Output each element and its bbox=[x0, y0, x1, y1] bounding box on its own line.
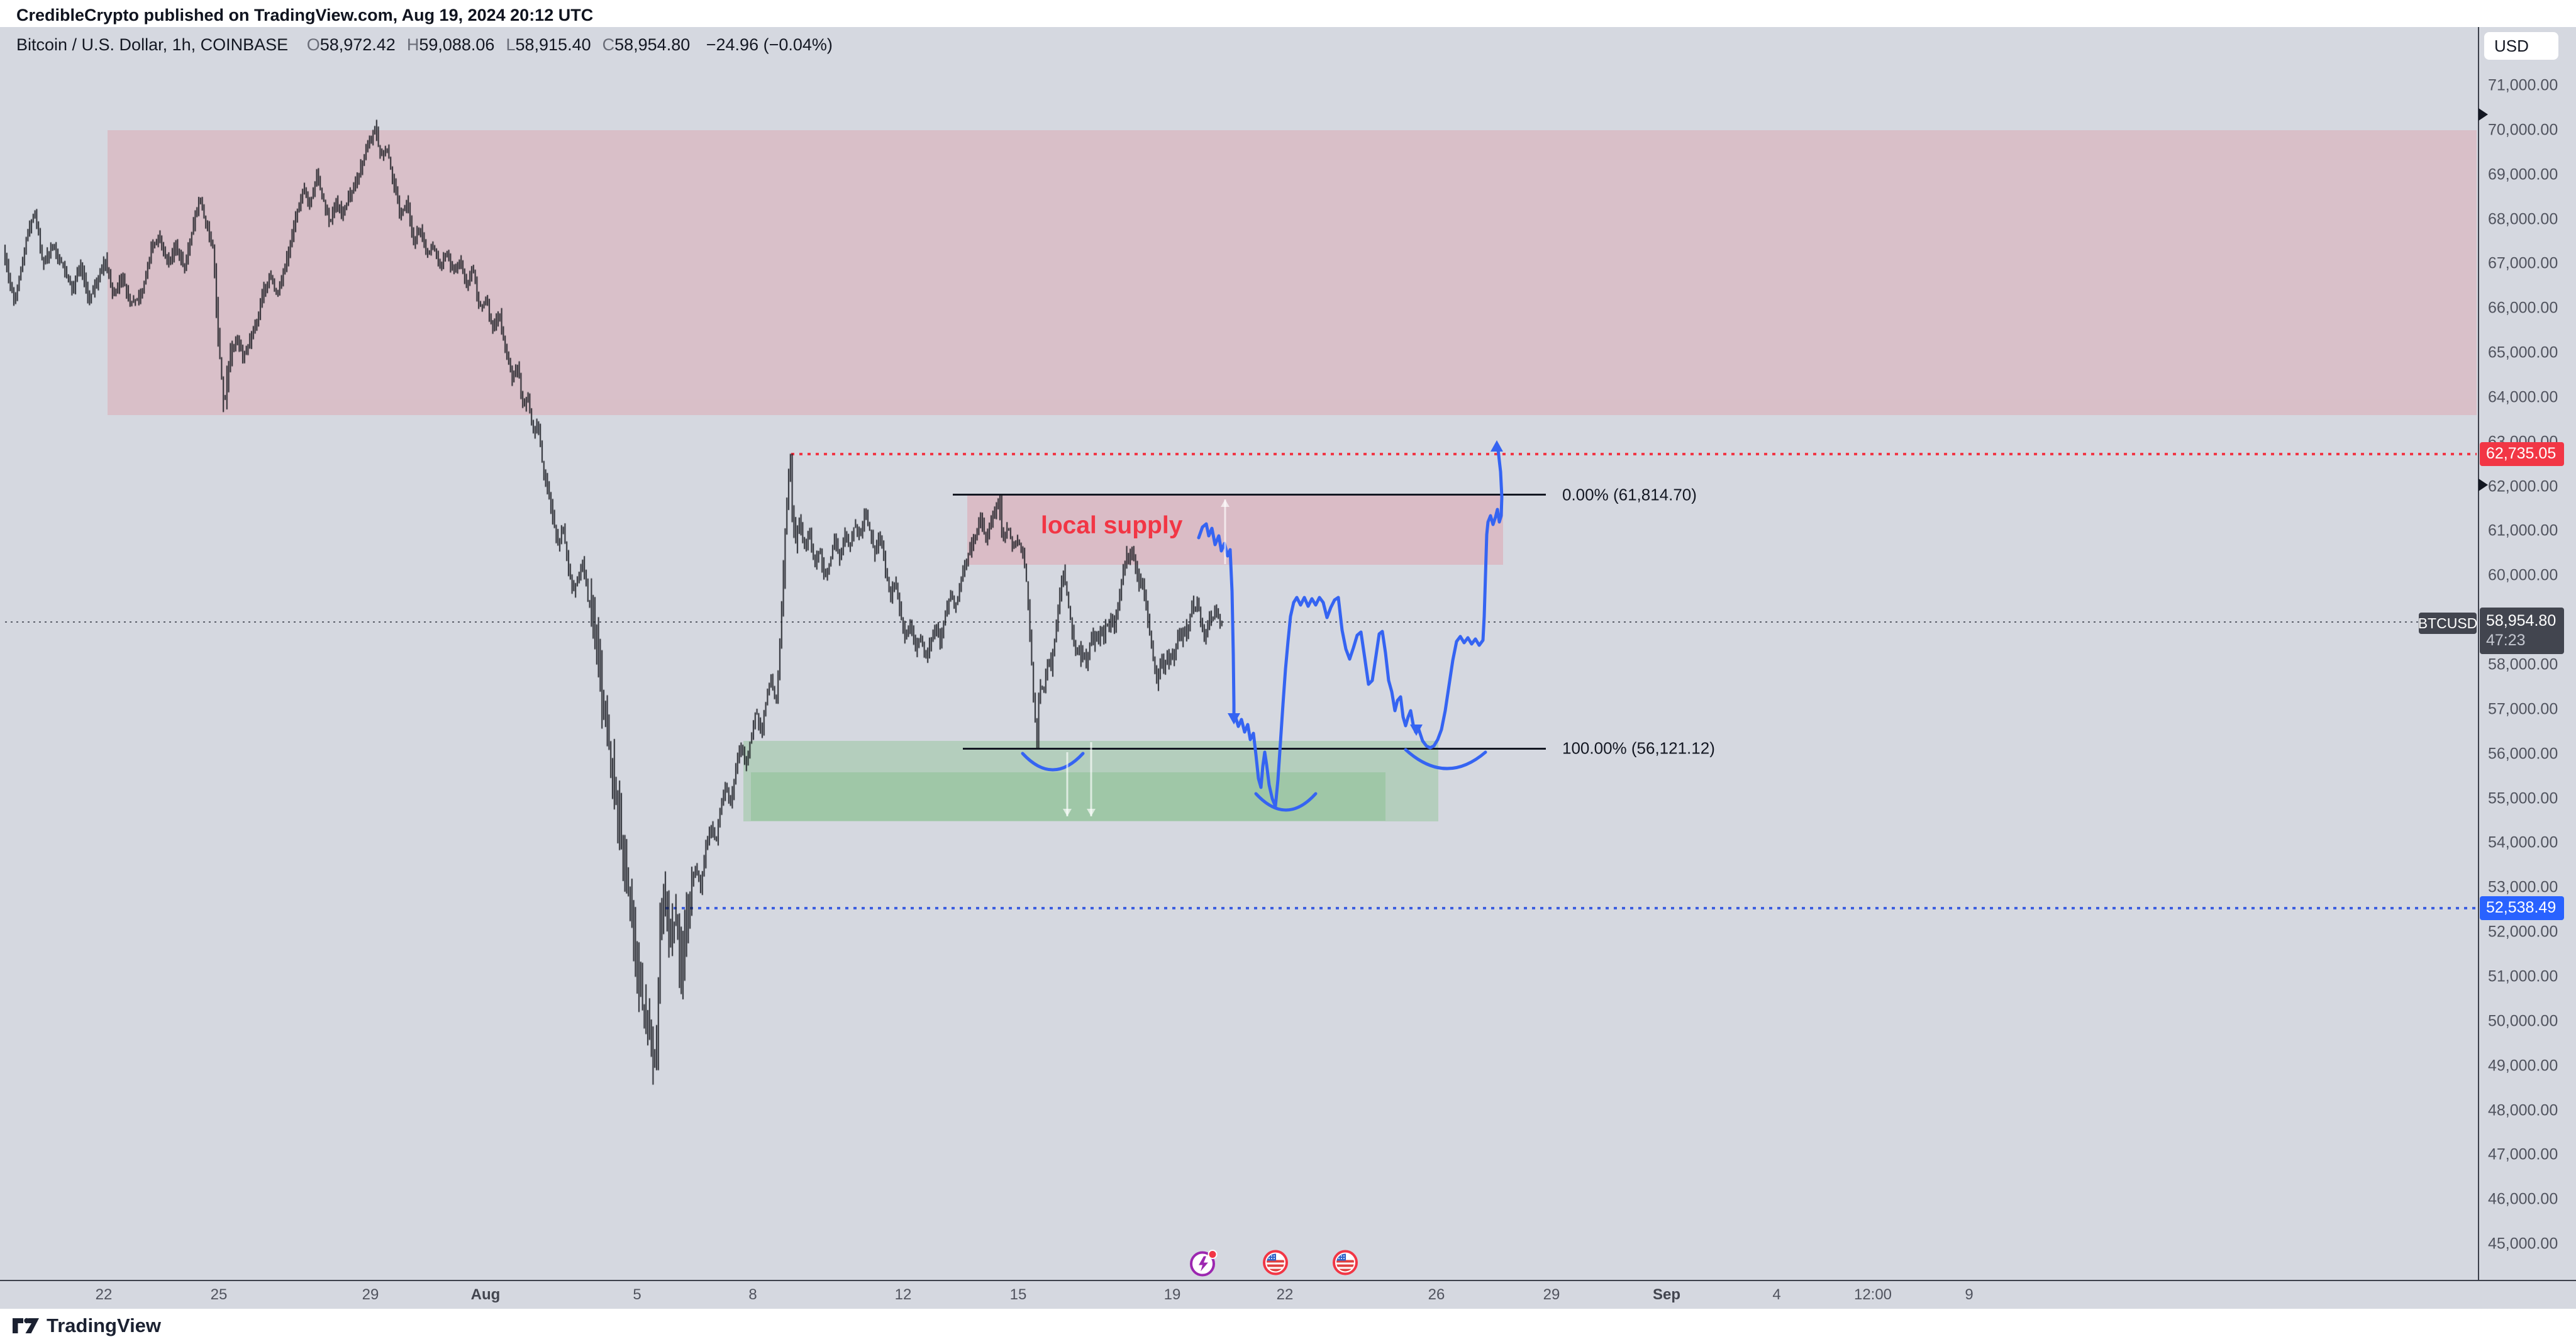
alert-price-label[interactable]: 62,735.05 bbox=[2480, 442, 2564, 466]
time-tick-label: 12:00 bbox=[1853, 1286, 1892, 1303]
price-tick-label: 65,000.00 bbox=[2488, 343, 2558, 362]
ohlc-value: 58,972.42 bbox=[319, 35, 396, 54]
projection-path-segment-2[interactable] bbox=[1233, 596, 1418, 808]
time-tick-label: 29 bbox=[362, 1286, 379, 1303]
ohlc-letter: O bbox=[306, 35, 320, 54]
local-supply-text-annotation[interactable]: local supply bbox=[1041, 512, 1183, 539]
tradingview-logo-text: TradingView bbox=[47, 1314, 162, 1336]
symbol-title[interactable]: Bitcoin / U.S. Dollar, 1h, COINBASE bbox=[16, 35, 289, 54]
support-arc-3[interactable] bbox=[1404, 748, 1487, 770]
support-arc-2[interactable] bbox=[1254, 792, 1318, 812]
price-tick-label: 68,000.00 bbox=[2488, 210, 2558, 228]
time-tick-label: 19 bbox=[1163, 1286, 1181, 1303]
time-tick-label: 12 bbox=[894, 1286, 912, 1303]
time-axis[interactable]: 22 25 29 Aug 5 8 12 15 19 22 26 29 Sep 4 12:00 9 bbox=[0, 1280, 2576, 1309]
time-tick-label: 4 bbox=[1772, 1286, 1781, 1303]
price-tick-label: 51,000.00 bbox=[2488, 967, 2558, 986]
price-change: −24.96 (−0.04%) bbox=[706, 35, 833, 54]
us-flag-economic-event-icon[interactable] bbox=[1329, 1247, 1362, 1282]
price-tick-label: 58,000.00 bbox=[2488, 655, 2558, 674]
faint-arrow-down-icon bbox=[1087, 742, 1096, 816]
price-tick-label: 67,000.00 bbox=[2488, 254, 2558, 272]
last-price-label: 58,954.80 47:23 bbox=[2480, 608, 2564, 655]
price-tick-label: 70,000.00 bbox=[2488, 121, 2558, 139]
time-tick-label: 15 bbox=[1009, 1286, 1027, 1303]
ohlc-value: 59,088.06 bbox=[419, 35, 495, 54]
ohlc-values: O58,972.42 H59,088.06 L58,915.40 C58,954.80 bbox=[307, 35, 702, 54]
price-tick-label: 48,000.00 bbox=[2488, 1101, 2558, 1119]
price-tick-label: 55,000.00 bbox=[2488, 789, 2558, 808]
time-tick-label: Sep bbox=[1652, 1286, 1681, 1303]
time-tick-label: 5 bbox=[633, 1286, 641, 1303]
projection-arrowhead-down-icon bbox=[1410, 725, 1423, 736]
price-tick-label: 69,000.00 bbox=[2488, 165, 2558, 184]
price-tick-label: 66,000.00 bbox=[2488, 299, 2558, 317]
price-tick-label: 52,000.00 bbox=[2488, 923, 2558, 941]
fib-100-label[interactable]: 100.00% (56,121.12) bbox=[1562, 738, 1715, 758]
price-tick-label: 45,000.00 bbox=[2488, 1235, 2558, 1253]
ohlc-letter: L bbox=[506, 35, 516, 54]
time-tick-label: 25 bbox=[210, 1286, 228, 1303]
faint-arrow-up-icon bbox=[1221, 499, 1230, 564]
reference-price-label[interactable]: 52,538.49 bbox=[2480, 896, 2564, 920]
ohlc-value: 58,954.80 bbox=[614, 35, 691, 54]
price-tick-label: 49,000.00 bbox=[2488, 1057, 2558, 1075]
axis-marker-icon bbox=[2479, 108, 2488, 121]
earnings-lightning-event-icon[interactable] bbox=[1187, 1247, 1220, 1282]
last-price-value: 58,954.80 bbox=[2486, 612, 2557, 630]
support-arc-1[interactable] bbox=[1021, 752, 1085, 772]
us-flag-economic-event-icon[interactable] bbox=[1259, 1247, 1292, 1282]
axis-marker-icon bbox=[2479, 479, 2488, 492]
time-tick-label: 26 bbox=[1428, 1286, 1445, 1303]
projection-arrowhead-up-icon bbox=[1491, 440, 1503, 452]
fib-0-label[interactable]: 0.00% (61,814.70) bbox=[1562, 485, 1697, 504]
ohlc-letter: C bbox=[602, 35, 615, 54]
symbol-info-row: Bitcoin / U.S. Dollar, 1h, COINBASE O58,… bbox=[16, 35, 833, 55]
price-tick-label: 50,000.00 bbox=[2488, 1012, 2558, 1030]
time-tick-label: 22 bbox=[95, 1286, 113, 1303]
faint-arrow-down-icon bbox=[1063, 752, 1072, 816]
time-tick-label: 29 bbox=[1543, 1286, 1560, 1303]
time-tick-label: 8 bbox=[748, 1286, 757, 1303]
ohlc-value: 58,915.40 bbox=[515, 35, 591, 54]
projection-path-segment-1[interactable] bbox=[1197, 522, 1236, 723]
bar-countdown: 47:23 bbox=[2486, 631, 2526, 650]
price-tick-label: 64,000.00 bbox=[2488, 388, 2558, 406]
price-tick-label: 57,000.00 bbox=[2488, 700, 2558, 718]
price-tick-label: 60,000.00 bbox=[2488, 566, 2558, 584]
price-tick-label: 62,000.00 bbox=[2488, 477, 2558, 496]
price-tick-label: 54,000.00 bbox=[2488, 833, 2558, 852]
price-axis[interactable]: USD 71,000.00 70,000.00 69,000.00 68,000.00… bbox=[2478, 27, 2576, 1280]
time-tick-label: 9 bbox=[1965, 1286, 1974, 1303]
tradingview-logo-icon bbox=[13, 1318, 39, 1333]
tradingview-logo[interactable]: TradingView bbox=[11, 1313, 161, 1338]
projection-path-segment-3[interactable] bbox=[1417, 442, 1504, 750]
price-tick-label: 61,000.00 bbox=[2488, 521, 2558, 540]
ohlc-letter: H bbox=[406, 35, 419, 54]
projection-arrowhead-down-icon bbox=[1228, 713, 1240, 725]
bottom-strip bbox=[0, 1309, 2576, 1344]
currency-toggle-button[interactable]: USD bbox=[2484, 32, 2558, 60]
symbol-price-line-tag[interactable]: BTCUSD bbox=[2418, 613, 2477, 634]
price-tick-label: 56,000.00 bbox=[2488, 745, 2558, 763]
price-tick-label: 71,000.00 bbox=[2488, 76, 2558, 94]
price-tick-label: 53,000.00 bbox=[2488, 878, 2558, 896]
price-tick-label: 46,000.00 bbox=[2488, 1190, 2558, 1208]
price-tick-label: 47,000.00 bbox=[2488, 1145, 2558, 1164]
time-tick-label: Aug bbox=[470, 1286, 501, 1303]
time-tick-label: 22 bbox=[1276, 1286, 1294, 1303]
